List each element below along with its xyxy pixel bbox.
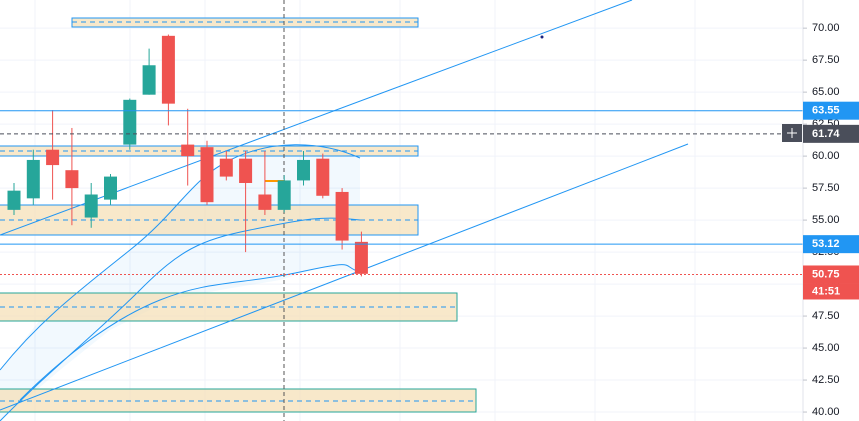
candle-body (26, 159, 40, 199)
price-label-box (803, 101, 859, 120)
y-tick-label: 67.50 (812, 54, 840, 66)
y-tick-label: 60.00 (812, 150, 840, 162)
crosshair-button[interactable] (782, 124, 802, 142)
grid (0, 27, 803, 413)
price-label: 53.12 (812, 238, 840, 250)
candle-body (104, 176, 117, 200)
y-tick-label: 40.00 (812, 406, 840, 418)
candle-body (84, 194, 98, 218)
price-label-box (803, 265, 859, 284)
candle-body (7, 190, 21, 210)
candles (7, 34, 368, 277)
price-label: 50.75 (812, 268, 840, 280)
candle-body (123, 99, 137, 145)
y-tick-label: 70.00 (812, 22, 840, 34)
price-label-box (803, 235, 859, 254)
candle-body (316, 158, 330, 196)
price-label-box (803, 124, 859, 143)
price-label: 61.74 (812, 128, 840, 140)
candle-body (219, 158, 233, 177)
candle-body (354, 241, 368, 274)
price-label: 63.55 (812, 105, 840, 117)
candle-body (258, 194, 272, 210)
candle-body (161, 35, 175, 104)
price-markers (0, 110, 803, 275)
candle-body (200, 147, 214, 203)
y-tick-label: 42.50 (812, 374, 840, 386)
candle-body (46, 149, 60, 166)
countdown-box (803, 283, 859, 300)
candle-body (335, 191, 349, 241)
candle-body (239, 158, 253, 183)
candle-body (297, 159, 310, 181)
price-axis: 40.0042.5045.0047.5050.0052.5055.0057.50… (803, 22, 859, 418)
candle-body (277, 180, 291, 210)
countdown: 41:51 (812, 285, 840, 297)
y-tick-label: 57.50 (812, 182, 840, 194)
y-tick-label: 45.00 (812, 342, 840, 354)
y-tick-label: 47.50 (812, 310, 840, 322)
candle-body (142, 65, 156, 95)
y-tick-label: 55.00 (812, 214, 840, 226)
candle-body (65, 170, 79, 189)
candle-body (181, 144, 195, 157)
y-tick-label: 65.00 (812, 86, 840, 98)
